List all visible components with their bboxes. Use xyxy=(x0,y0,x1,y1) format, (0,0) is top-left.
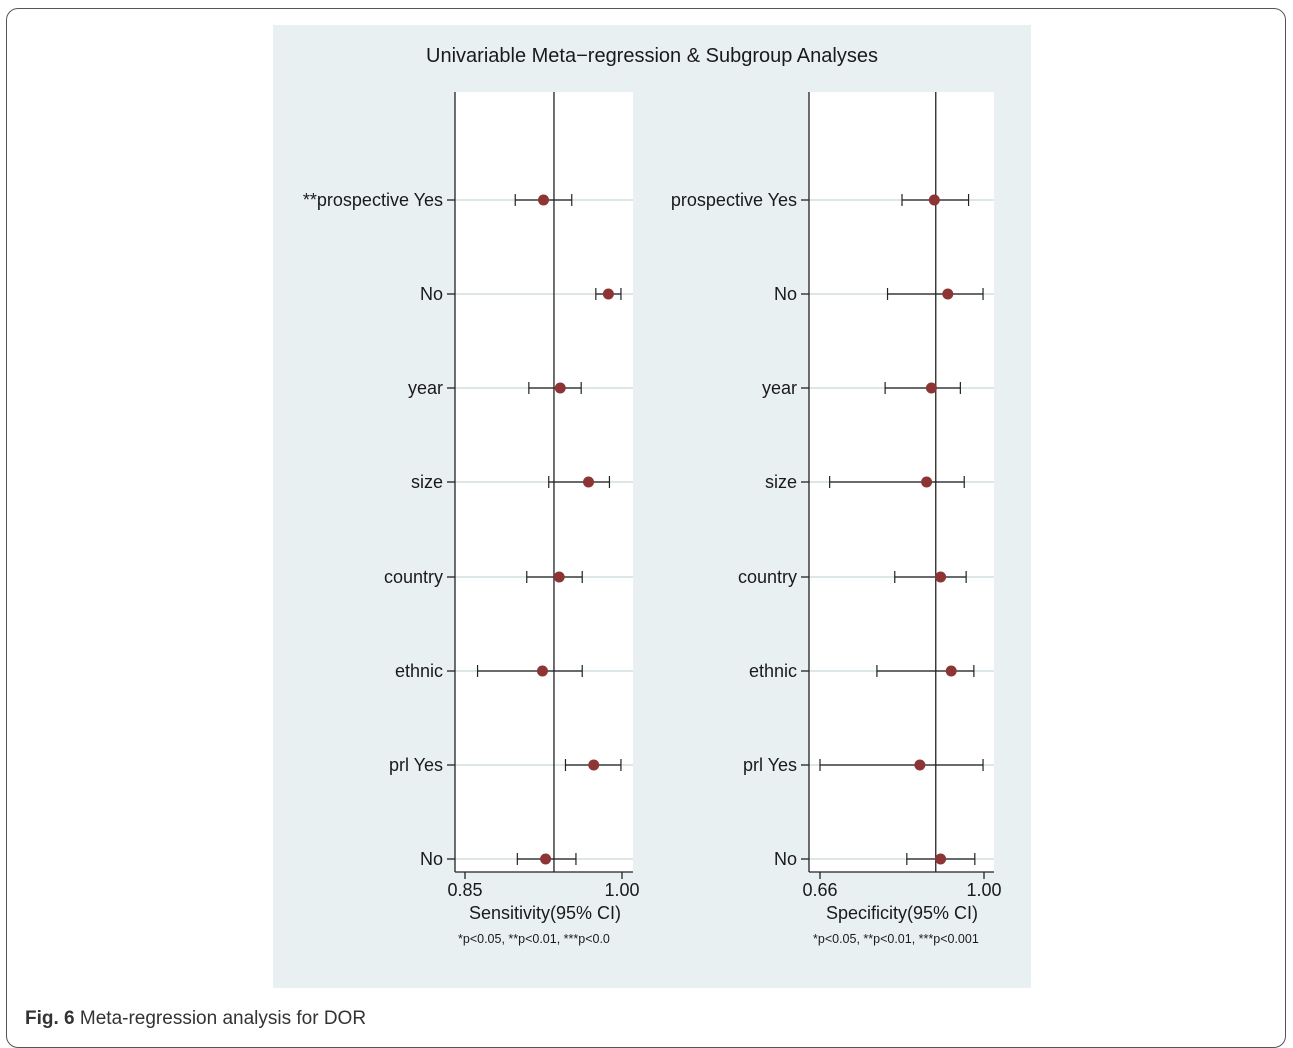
point-estimate xyxy=(540,853,552,865)
panel-1: 0.85 1.00 Sensitivity(95% CI) *p<0.05, **p<… xyxy=(303,92,640,946)
point-estimate xyxy=(538,194,549,206)
y-tick-label: year xyxy=(762,378,797,398)
point-estimate xyxy=(583,476,595,488)
point-estimate xyxy=(925,382,937,394)
y-tick-label: ethnic xyxy=(395,661,443,681)
y-tick-label: country xyxy=(384,567,443,587)
chart-panels: 0.85 1.00 Sensitivity(95% CI) *p<0.05, **p<… xyxy=(303,92,1002,946)
y-tick-label: ethnic xyxy=(749,661,797,681)
y-tick-label: No xyxy=(774,849,797,869)
chart-title: Univariable Meta−regression & Subgroup A… xyxy=(426,45,878,67)
footnote: *p<0.05, **p<0.01, ***p<0.001 xyxy=(813,932,979,946)
y-tick-label: **prospective Yes xyxy=(303,190,443,210)
point-estimate xyxy=(536,665,548,677)
y-tick-label: country xyxy=(738,567,797,587)
figure-caption: Fig. 6 Meta-regression analysis for DOR xyxy=(25,1008,366,1030)
footnote: *p<0.05, **p<0.01, ***p<0.0 xyxy=(458,932,610,946)
point-estimate xyxy=(935,571,947,583)
x-tick-label: 1.00 xyxy=(604,880,639,900)
caption-label: Fig. 6 xyxy=(25,1008,75,1029)
point-estimate xyxy=(553,571,565,583)
x-tick-label: 0.66 xyxy=(802,880,837,900)
y-tick-label: prl Yes xyxy=(389,755,443,775)
x-axis-label: Specificity(95% CI) xyxy=(826,903,978,923)
y-tick-label: No xyxy=(420,284,443,304)
point-estimate xyxy=(588,759,600,771)
x-tick-label: 0.85 xyxy=(447,880,482,900)
point-estimate xyxy=(554,382,566,394)
point-estimate xyxy=(945,665,957,677)
y-tick-label: prospective Yes xyxy=(671,190,797,210)
y-tick-label: size xyxy=(411,472,443,492)
point-estimate xyxy=(942,288,954,300)
x-tick-label: 1.00 xyxy=(966,880,1001,900)
point-estimate xyxy=(928,194,940,206)
point-estimate xyxy=(602,288,614,300)
y-tick-label: No xyxy=(774,284,797,304)
panel-2: 0.66 1.00 Specificity(95% CI) *p<0.05, **p<… xyxy=(671,92,1002,946)
caption-text: Meta-regression analysis for DOR xyxy=(79,1008,367,1029)
y-tick-label: No xyxy=(420,849,443,869)
y-tick-label: size xyxy=(765,472,797,492)
y-tick-label: year xyxy=(408,378,443,398)
point-estimate xyxy=(914,759,926,771)
point-estimate xyxy=(935,853,947,865)
y-tick-label: prl Yes xyxy=(743,755,797,775)
x-axis-label: Sensitivity(95% CI) xyxy=(469,903,621,923)
point-estimate xyxy=(921,476,933,488)
